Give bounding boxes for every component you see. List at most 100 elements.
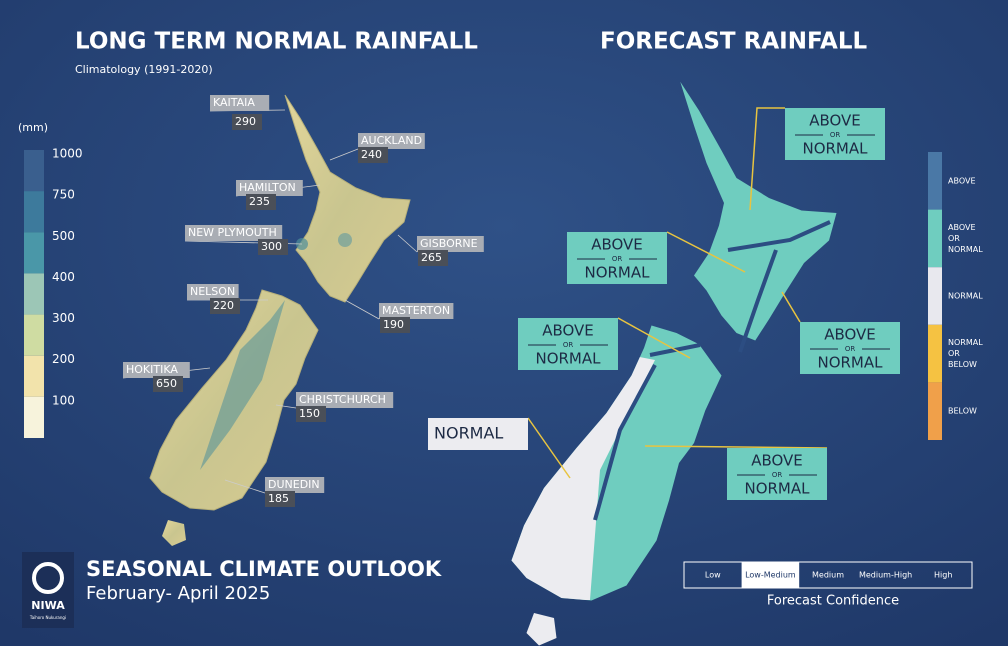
region-label: ABOVE [542,322,594,340]
scale-label: 100 [52,393,75,407]
city-name-box [265,477,325,493]
region-leader [781,291,801,323]
region-label: OR [830,131,841,139]
city-value-box [265,491,295,507]
scale-swatch [24,273,44,315]
scale-label: 300 [52,311,75,325]
city-name-box [358,133,425,149]
confidence-level: High [934,571,952,580]
region-leader [527,417,571,479]
scale-swatch [24,314,44,356]
logo-mark [32,562,64,594]
scale-label: 400 [52,270,75,284]
logo-subtext: Taihoro Nukurangi [29,615,66,620]
region-label: NORMAL [434,424,503,443]
city-leader [329,148,359,161]
region-label: NORMAL [535,350,601,368]
scale-swatch [24,396,44,438]
city-leader [275,404,297,409]
confidence-level: Medium [812,571,844,580]
region-box [785,108,885,160]
region-label: NORMAL [802,140,868,158]
region-label: NORMAL [817,354,883,372]
city-name: AUCKLAND [361,134,422,147]
legend-label: BELOW [948,360,977,369]
scale-label: 750 [52,188,75,202]
city-name-box [236,180,303,196]
legend-label: NORMAL [948,292,983,301]
scale-swatch [24,232,44,274]
confidence-highlight [741,562,800,588]
region-label: NORMAL [584,264,650,282]
legend-label: OR [948,234,960,243]
confidence-label: Forecast Confidence [767,594,899,609]
city-name: CHRISTCHURCH [299,393,386,406]
city-leader [344,299,380,320]
region-box [567,232,667,284]
legend-swatch [928,267,942,325]
scale-swatch [24,150,44,192]
region-box [428,418,528,450]
confidence-box [683,561,973,589]
legend-label: NORMAL [948,245,983,254]
region-label: ABOVE [591,236,643,254]
legend-label: BELOW [948,407,977,416]
city-name: HAMILTON [239,181,296,194]
city-value: 300 [261,240,282,253]
right-title: FORECAST RAINFALL [600,29,867,55]
region-label: ABOVE [809,112,861,130]
region-label: NORMAL [744,480,810,498]
logo-text: NIWA [31,599,65,612]
region-label: OR [563,341,574,349]
scale-swatch [24,191,44,233]
city-leader [397,234,418,253]
region-label: OR [845,345,856,353]
footer-title: SEASONAL CLIMATE OUTLOOK [86,557,442,581]
legend-label: ABOVE [948,176,976,185]
city-value-box [418,250,448,266]
city-value-box [380,317,410,333]
region-leader [644,445,828,449]
region-box [518,318,618,370]
city-value-box [358,147,388,163]
region-leader [617,317,691,359]
city-name-box [210,95,270,111]
city-value-box [246,194,276,210]
city-name-box [417,236,484,252]
left-title: LONG TERM NORMAL RAINFALL [75,29,478,55]
region-leader [749,107,785,211]
region-box [727,448,827,500]
confidence-level: Low-Medium [745,571,796,580]
legend-swatch [928,382,942,440]
city-name: NELSON [190,285,235,298]
region-label: OR [772,471,783,479]
city-name: HOKITIKA [126,363,178,376]
legend-swatch [928,209,942,268]
scale-label: 1000 [52,147,83,161]
region-label: OR [612,255,623,263]
city-value: 240 [361,148,382,161]
scale-unit: (mm) [18,121,48,134]
confidence-level: Low [705,571,721,580]
scale-label: 500 [52,229,75,243]
city-value-box [153,376,183,392]
footer-subtitle: February- April 2025 [86,583,270,604]
scale-label: 200 [52,352,75,366]
left-subtitle: Climatology (1991-2020) [75,63,213,76]
city-value: 185 [268,492,289,505]
city-value: 150 [299,407,320,420]
region-label: ABOVE [751,452,803,470]
city-value: 290 [235,115,256,128]
city-value-box [210,298,240,314]
city-value: 190 [383,318,404,331]
city-value-box [232,114,262,130]
legend-label: NORMAL [948,338,983,347]
city-name: MASTERTON [382,304,450,317]
legend-swatch [928,152,942,210]
city-name-box [296,392,394,408]
city-name-box [379,303,454,319]
region-box [800,322,900,374]
confidence-level: Medium-High [859,571,912,580]
legend-label: ABOVE [948,223,976,232]
